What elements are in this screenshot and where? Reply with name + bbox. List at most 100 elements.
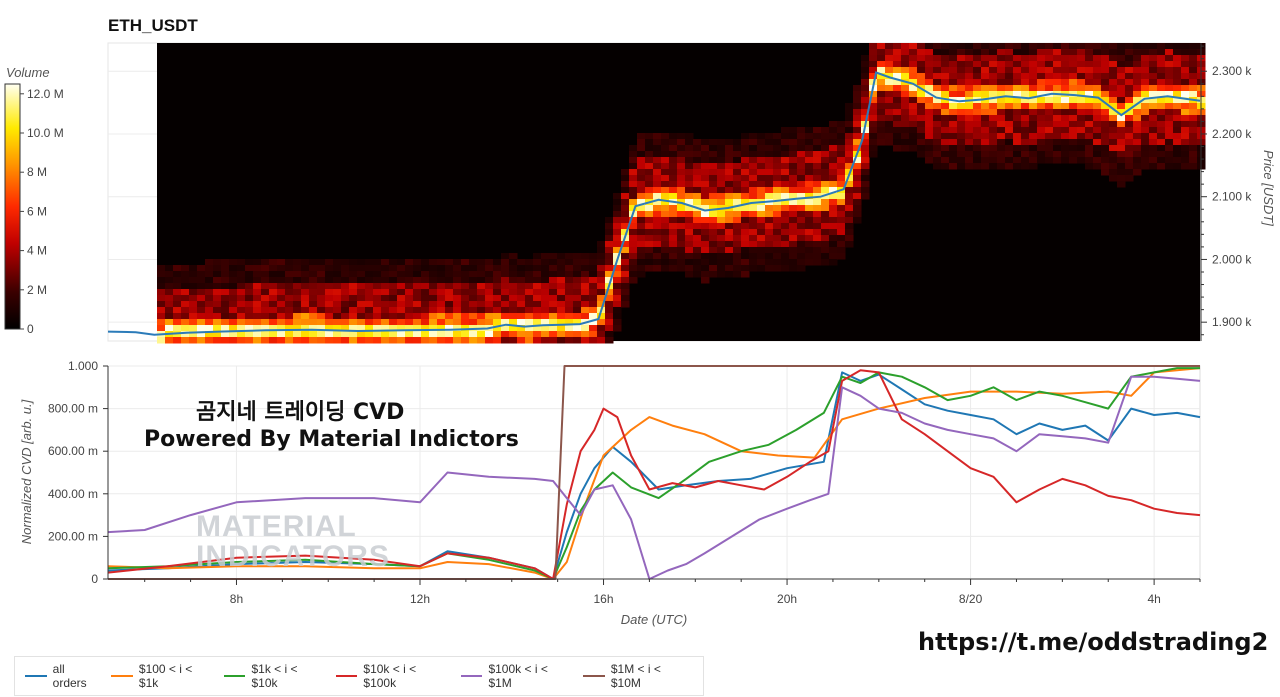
heatmap-cell (797, 211, 806, 218)
heatmap-cell (557, 307, 566, 314)
heatmap-cell (949, 133, 958, 140)
heatmap-cell (933, 79, 942, 86)
heatmap-cell (1109, 55, 1118, 62)
heatmap-cell (717, 247, 726, 254)
heatmap-cell (245, 325, 254, 332)
heatmap-cell (797, 133, 806, 140)
heatmap-cell (637, 145, 646, 152)
heatmap-cell (661, 145, 670, 152)
heatmap-cell (781, 145, 790, 152)
heatmap-cell (717, 193, 726, 200)
telegram-link[interactable]: https://t.me/oddstrading2 (918, 628, 1269, 656)
heatmap-cell (1069, 127, 1078, 134)
heatmap-cell (701, 265, 710, 272)
heatmap-cell (709, 223, 718, 230)
heatmap-cell (1013, 109, 1022, 116)
heatmap-cell (1021, 67, 1030, 74)
heatmap-cell (229, 331, 238, 338)
heatmap-cell (1189, 55, 1198, 62)
heatmap-cell (765, 163, 774, 170)
heatmap-cell (861, 151, 870, 158)
heatmap-cell (613, 319, 622, 326)
heatmap-cell (861, 175, 870, 182)
heatmap-cell (869, 145, 878, 152)
heatmap-cell (645, 265, 654, 272)
heatmap-cell (1133, 151, 1142, 158)
heatmap-cell (789, 133, 798, 140)
heatmap-cell (805, 151, 814, 158)
heatmap-cell (253, 301, 262, 308)
heatmap-cell (525, 331, 534, 338)
heatmap-cell (909, 73, 918, 80)
heatmap-cell (725, 169, 734, 176)
heatmap-cell (629, 175, 638, 182)
heatmap-cell (957, 67, 966, 74)
heatmap-cell (1133, 133, 1142, 140)
heatmap-cell (437, 259, 446, 266)
legend-item[interactable]: $100k < i < $1M (460, 662, 573, 690)
heatmap-cell (973, 133, 982, 140)
heatmap-cell (1109, 91, 1118, 98)
heatmap-cell (1021, 79, 1030, 86)
legend-item[interactable]: $100 < i < $1k (111, 662, 214, 690)
heatmap-cell (405, 289, 414, 296)
heatmap-cell (861, 55, 870, 62)
heatmap-cell (325, 319, 334, 326)
price-tick-label: 2.300 k (1212, 64, 1252, 78)
heatmap-cell (1141, 97, 1150, 104)
heatmap-cell (549, 301, 558, 308)
heatmap-cell (941, 115, 950, 122)
heatmap-cell (837, 229, 846, 236)
heatmap-cell (1013, 43, 1022, 50)
heatmap-cell (773, 151, 782, 158)
heatmap-cell (213, 295, 222, 302)
heatmap-cell (925, 97, 934, 104)
heatmap-cell (469, 319, 478, 326)
heatmap-cell (933, 109, 942, 116)
heatmap-cell (965, 67, 974, 74)
heatmap-cell (933, 145, 942, 152)
heatmap-cell (885, 109, 894, 116)
heatmap-cell (229, 259, 238, 266)
heatmap-cell (613, 295, 622, 302)
heatmap-cell (1053, 73, 1062, 80)
heatmap-cell (1005, 121, 1014, 128)
heatmap-cell (893, 133, 902, 140)
heatmap-cell (709, 151, 718, 158)
heatmap-cell (1141, 43, 1150, 50)
heatmap-cell (693, 163, 702, 170)
heatmap-cell (469, 307, 478, 314)
heatmap-cell (957, 103, 966, 110)
heatmap-cell (573, 331, 582, 338)
heatmap-cell (421, 325, 430, 332)
legend-item[interactable]: all orders (25, 662, 101, 690)
heatmap-cell (837, 145, 846, 152)
heatmap-cell (1013, 151, 1022, 158)
legend-item[interactable]: $1M < i < $10M (583, 662, 693, 690)
heatmap-cell (1061, 115, 1070, 122)
heatmap-cell (637, 259, 646, 266)
heatmap-cell (589, 307, 598, 314)
legend-item[interactable]: $10k < i < $100k (335, 662, 451, 690)
heatmap-cell (997, 109, 1006, 116)
colorbar-tick-label: 0 (27, 322, 34, 336)
legend-item[interactable]: $1k < i < $10k (223, 662, 326, 690)
heatmap-cell (701, 163, 710, 170)
heatmap-cell (1117, 43, 1126, 50)
heatmap-cell (261, 307, 270, 314)
heatmap-cell (805, 187, 814, 194)
heatmap-cell (973, 73, 982, 80)
heatmap-cell (829, 127, 838, 134)
heatmap-cell (1037, 127, 1046, 134)
heatmap-cell (797, 151, 806, 158)
heatmap-cell (1125, 49, 1134, 56)
heatmap-cell (1173, 145, 1182, 152)
heatmap-cell (597, 259, 606, 266)
heatmap-cell (677, 205, 686, 212)
heatmap-cell (1165, 103, 1174, 110)
heatmap-cell (685, 229, 694, 236)
heatmap-cell (325, 289, 334, 296)
heatmap-cell (773, 193, 782, 200)
heatmap-cell (653, 229, 662, 236)
heatmap-cell (1189, 127, 1198, 134)
